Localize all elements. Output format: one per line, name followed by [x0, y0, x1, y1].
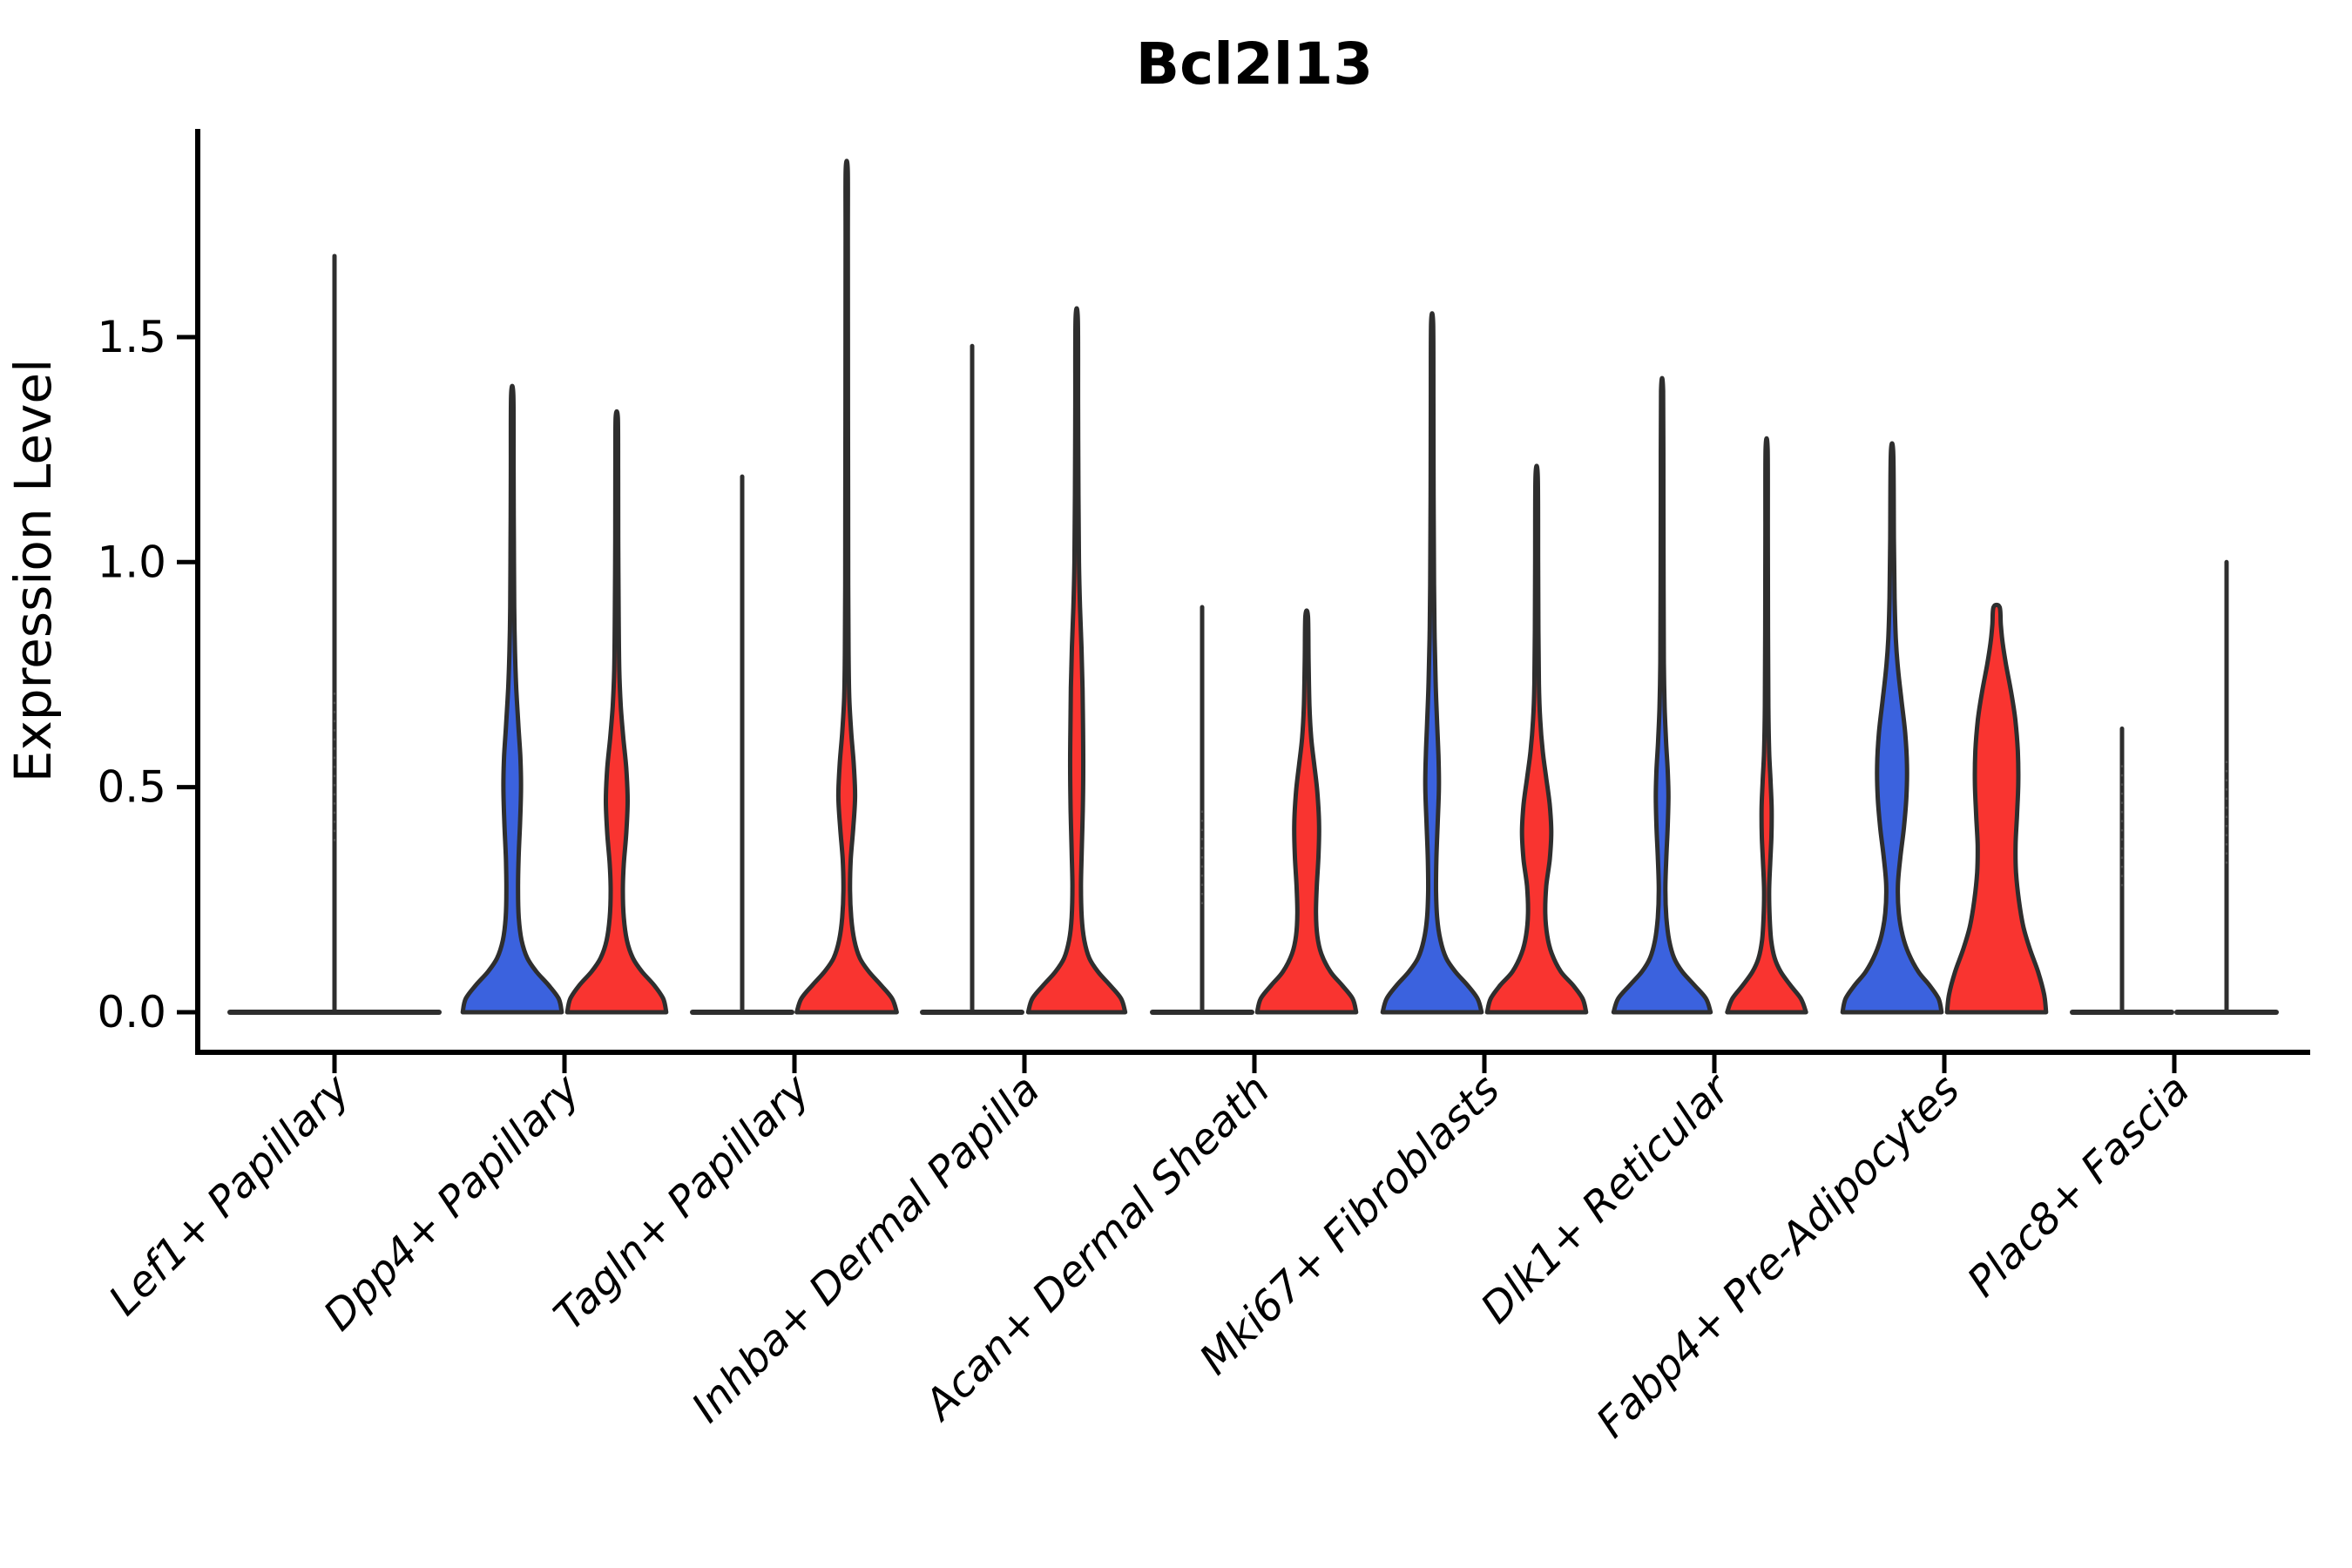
violin-acan-dermal-sheath-red: [1254, 608, 1359, 1015]
violin-dlk1-reticular-blue: [1611, 375, 1713, 1015]
violin-dpp4-papillary-blue: [460, 383, 564, 1015]
violin-tagln-papillary-red: [794, 159, 899, 1015]
violin-mki67-fibroblasts-red: [1484, 463, 1589, 1015]
violin-inhba-dermal-papilla-red: [1025, 306, 1128, 1015]
x-tick-label-dlk1-reticular: Dlk1+ Reticular: [1471, 1064, 1741, 1334]
violin-fabp4-pre-adipocytes-blue: [1840, 441, 1944, 1015]
axes-layer: [177, 129, 2310, 1073]
x-tick-label-lef1-papillary: Lef1+ Papillary: [99, 1064, 360, 1325]
violin-fabp4-pre-adipocytes-red: [1944, 602, 2049, 1015]
violins-layer: [227, 159, 2279, 1015]
x-tick-label-tagln-papillary: Tagln+ Papillary: [544, 1064, 820, 1340]
x-tick-label-fabp4-pre-adipocytes: Fabp4+ Pre-Adipocytes: [1587, 1065, 1970, 1448]
x-tick-label-plac8-fascia: Plac8+ Fascia: [1958, 1065, 2200, 1307]
y-axis-label: Expression Level: [3, 359, 63, 782]
x-tick-label-dpp4-papillary: Dpp4+ Papillary: [314, 1064, 590, 1340]
y-axis-tick-labels: 0.0 0.5 1.0 1.5: [97, 312, 166, 1037]
violin-dpp4-papillary-red: [564, 409, 669, 1015]
violin-dlk1-reticular-red: [1725, 436, 1808, 1015]
y-tick-label: 0.5: [97, 762, 166, 813]
y-tick-label: 1.0: [97, 537, 166, 587]
chart-title: Bcl2l13: [1136, 30, 1373, 98]
violin-mki67-fibroblasts-blue: [1380, 311, 1484, 1015]
y-tick-label: 0.0: [97, 987, 166, 1037]
y-tick-label: 1.5: [97, 312, 166, 362]
